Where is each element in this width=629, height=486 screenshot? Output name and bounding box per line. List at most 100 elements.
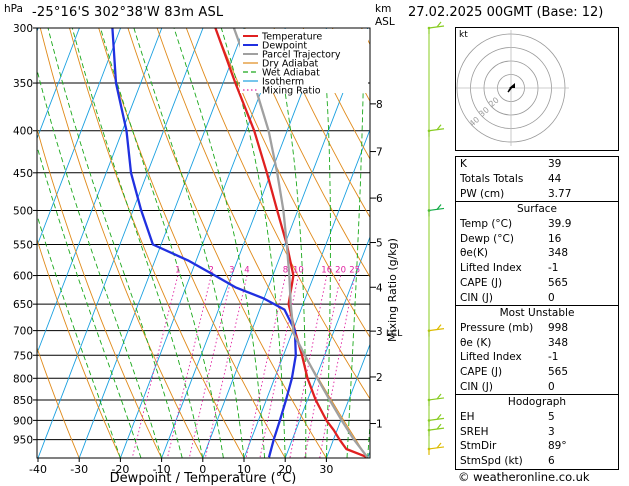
dry-adiabat-line (244, 28, 370, 278)
mixing-ratio-axis-title: Mixing Ratio (g/kg) (386, 238, 399, 342)
surface-row: Temp (°C) 39.9 (460, 217, 572, 230)
pressure-tick-label: 350 (13, 78, 33, 90)
wind-barb (427, 413, 445, 427)
surface-table: Surface Temp (°C) 39.9 Dewp (°C) 16 θe(K) 348… (455, 201, 619, 307)
x-tick-label: 0 (199, 463, 206, 476)
legend-entry: Temperature (261, 32, 322, 43)
wind-barb (427, 21, 445, 34)
most-unstable-row: CIN (J) 0 (460, 380, 555, 393)
mixing-ratio-label: 3 (229, 266, 234, 276)
mixing-ratio-label: 25 (349, 266, 360, 276)
isotherm-line (78, 28, 245, 458)
dry-adiabat-line (37, 127, 163, 458)
x-tick-label: 20 (278, 463, 292, 476)
pressure-tick-label: 900 (13, 415, 33, 427)
legend-entry: Mixing Ratio (262, 86, 321, 97)
pressure-tick-label: 800 (13, 373, 33, 385)
isotherm-line (202, 28, 369, 458)
pressure-tick-label: 650 (13, 299, 33, 311)
hodograph-table-row: SREH 3 (460, 425, 555, 438)
hodograph: kt 40 30 20 (453, 27, 619, 151)
mixing-ratio-label: 2 (208, 266, 213, 276)
pressure-tick-label: 400 (13, 126, 33, 138)
height-unit-asl: ASL (375, 16, 395, 28)
wind-barb (427, 442, 445, 455)
dry-adiabat-line (156, 28, 368, 458)
surface-row: Lifted Index -1 (460, 262, 559, 275)
most-unstable-row: Pressure (mb) 998 (460, 321, 569, 334)
dry-adiabat-line (215, 28, 370, 339)
mixing-ratio-line (319, 275, 356, 458)
wind-barb (427, 124, 445, 137)
surface-title: Surface (516, 203, 557, 215)
wet-adiabat-line (133, 28, 245, 458)
dry-adiabat-line (273, 28, 370, 219)
isotherm-line (325, 343, 370, 458)
mixing-ratio-line (304, 275, 342, 458)
k-index-row: K 39 (460, 158, 562, 170)
dry-adiabat-line (302, 28, 370, 160)
hodograph-table-title: Hodograph (507, 396, 567, 408)
surface-row: CIN (J) 0 (460, 291, 555, 304)
datetime-title: 27.02.2025 00GMT (Base: 12) (408, 5, 604, 20)
legend-entry: Isotherm (262, 77, 304, 88)
km-tick-label: 6 (376, 193, 383, 205)
km-tick-label: 2 (376, 372, 383, 384)
pressure-tick-label: 600 (13, 271, 33, 283)
wet-adiabat-line (173, 28, 266, 458)
km-tick-label: 8 (376, 99, 383, 111)
dry-adiabat-line (37, 346, 80, 458)
pressure-tick-label: 850 (13, 395, 33, 407)
mixing-ratio-label: 20 (335, 266, 346, 276)
hodograph-table-row: StmSpd (kt) 6 (460, 455, 555, 468)
dewpoint-line (111, 28, 297, 458)
wet-adiabat-line (346, 28, 365, 458)
mixing-ratio-label: 16 (321, 266, 332, 276)
x-tick-label: 10 (237, 463, 251, 476)
legend-entry: Parcel Trajectory (262, 50, 341, 61)
isotherm-line (161, 28, 328, 458)
isotherm-line (37, 28, 204, 458)
wet-adiabat-line (272, 28, 307, 458)
surface-row: CAPE (J) 565 (460, 276, 569, 289)
most-unstable-table: Most Unstable Pressure (mb) 998 θe (K) 348 L… (455, 305, 619, 396)
credit-text: © weatheronline.co.uk (458, 470, 590, 484)
km-tick-label: 3 (376, 326, 383, 338)
x-tick-label: -20 (111, 463, 129, 476)
x-tick-label: -10 (153, 463, 171, 476)
legend-box (240, 29, 368, 93)
km-tick-label: 1 (376, 419, 383, 431)
mixing-ratio-line (259, 275, 299, 458)
pressure-unit-label: hPa (4, 3, 23, 15)
hodograph-ring-label: 30 (477, 105, 491, 118)
wind-barb (427, 423, 445, 437)
hodograph-ring-label: 20 (487, 95, 501, 108)
precipitable-water-row: PW (cm) 3.77 (460, 187, 572, 200)
mixing-ratio-label: 4 (244, 266, 249, 276)
km-tick-label: 4 (376, 282, 383, 294)
x-tick-label: 30 (319, 463, 333, 476)
hodograph-table-row: EH 5 (460, 410, 555, 423)
km-tick-label: 5 (376, 238, 383, 250)
x-tick-label: -40 (29, 463, 47, 476)
mixing-ratio-line (188, 275, 233, 458)
most-unstable-row: Lifted Index -1 (460, 351, 559, 364)
dry-adiabat-line (69, 28, 245, 458)
parcel-trajectory-line (232, 28, 369, 458)
wet-adiabat-line (37, 68, 163, 458)
wet-adiabat-line (37, 144, 142, 458)
legend-entry: Wet Adiabat (262, 68, 320, 79)
hodograph-table-row: StmDir 89° (460, 440, 567, 453)
wet-adiabat-line (100, 28, 224, 458)
km-tick-label: 7 (376, 147, 383, 159)
location-title: -25°16'S 302°38'W 83m ASL (32, 5, 224, 20)
dry-adiabat-line (624, 28, 629, 458)
most-unstable-title: Most Unstable (499, 307, 575, 319)
mixing-ratio-label: 8 (283, 266, 288, 276)
most-unstable-row: θe (K) 348 (460, 336, 569, 349)
isotherm-line (119, 28, 286, 458)
legend-entry: Dry Adiabat (262, 59, 319, 70)
pressure-tick-label: 550 (13, 240, 33, 252)
surface-row: Dewp (°C) 16 (460, 232, 562, 245)
